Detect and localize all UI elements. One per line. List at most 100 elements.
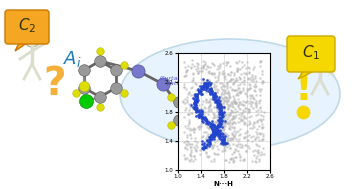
Point xyxy=(209,147,215,150)
Point xyxy=(206,83,212,86)
Point xyxy=(202,60,208,63)
Point xyxy=(237,152,242,155)
Point xyxy=(206,82,211,85)
Point xyxy=(213,80,218,83)
Point xyxy=(187,153,193,156)
Point xyxy=(217,112,223,115)
Point xyxy=(219,102,225,105)
Point xyxy=(223,74,228,77)
Point xyxy=(237,132,242,135)
Point xyxy=(208,134,214,137)
Point xyxy=(258,110,264,113)
Point xyxy=(184,148,190,151)
Point xyxy=(183,140,189,143)
Point xyxy=(239,118,245,121)
Point xyxy=(236,59,241,62)
Point xyxy=(251,150,256,153)
Point xyxy=(191,103,197,106)
Circle shape xyxy=(312,46,328,62)
Point xyxy=(230,83,236,86)
Point xyxy=(237,91,243,94)
Point xyxy=(208,101,213,104)
Point xyxy=(217,104,223,107)
Point xyxy=(193,110,199,113)
Point xyxy=(196,90,202,93)
Point xyxy=(201,114,207,117)
Point xyxy=(214,138,220,141)
Point xyxy=(206,127,212,130)
Point xyxy=(236,121,241,124)
Point xyxy=(191,64,197,67)
Point xyxy=(257,60,263,63)
Point xyxy=(228,109,234,112)
Point xyxy=(203,84,209,87)
Point xyxy=(192,148,198,151)
Point xyxy=(253,99,259,102)
Point xyxy=(245,88,251,91)
Point xyxy=(198,87,204,90)
Point xyxy=(259,70,265,73)
Point xyxy=(191,145,197,148)
Point xyxy=(220,107,225,110)
Point xyxy=(195,98,201,101)
Point xyxy=(250,93,255,96)
Point xyxy=(226,136,231,139)
Point xyxy=(192,108,197,111)
Point xyxy=(192,101,197,104)
Point xyxy=(214,118,220,121)
Point xyxy=(208,125,214,128)
Point xyxy=(209,126,215,129)
Point xyxy=(230,106,235,109)
Point xyxy=(213,105,218,108)
Point xyxy=(238,118,244,121)
FancyBboxPatch shape xyxy=(5,10,49,44)
Point xyxy=(184,69,189,72)
Point xyxy=(219,139,225,142)
Point xyxy=(202,83,208,86)
Point xyxy=(246,110,252,113)
Point xyxy=(215,75,220,78)
Point xyxy=(200,115,205,118)
Point xyxy=(194,98,200,101)
Point xyxy=(215,129,221,132)
Point xyxy=(185,64,191,67)
Point xyxy=(247,76,252,79)
Point xyxy=(187,153,193,156)
Point xyxy=(196,90,202,93)
Point xyxy=(196,71,201,74)
Point xyxy=(211,82,217,85)
Point xyxy=(192,157,198,160)
Point xyxy=(234,88,240,91)
Point xyxy=(206,99,212,102)
Point xyxy=(256,88,262,91)
Point xyxy=(195,94,200,98)
Point xyxy=(218,110,223,113)
Point xyxy=(231,135,236,138)
Point xyxy=(203,99,208,102)
Point xyxy=(208,90,214,93)
Point xyxy=(193,150,199,153)
Point xyxy=(229,132,235,135)
Point xyxy=(241,117,247,120)
Point xyxy=(219,111,225,114)
Point xyxy=(184,98,190,101)
Point xyxy=(192,140,197,143)
Point xyxy=(234,70,239,73)
Point xyxy=(232,108,238,111)
Point xyxy=(192,99,197,102)
Point xyxy=(223,60,229,63)
Point xyxy=(203,97,209,100)
Point xyxy=(207,103,212,106)
Point xyxy=(232,101,237,105)
Point xyxy=(253,136,259,139)
Point xyxy=(234,144,239,147)
Point xyxy=(189,149,194,152)
Point xyxy=(219,114,225,117)
Point xyxy=(220,123,226,126)
Point xyxy=(228,70,234,73)
Point xyxy=(234,66,240,69)
Point xyxy=(252,160,258,163)
Point xyxy=(226,122,231,125)
Point xyxy=(194,93,200,96)
Point xyxy=(212,87,217,90)
